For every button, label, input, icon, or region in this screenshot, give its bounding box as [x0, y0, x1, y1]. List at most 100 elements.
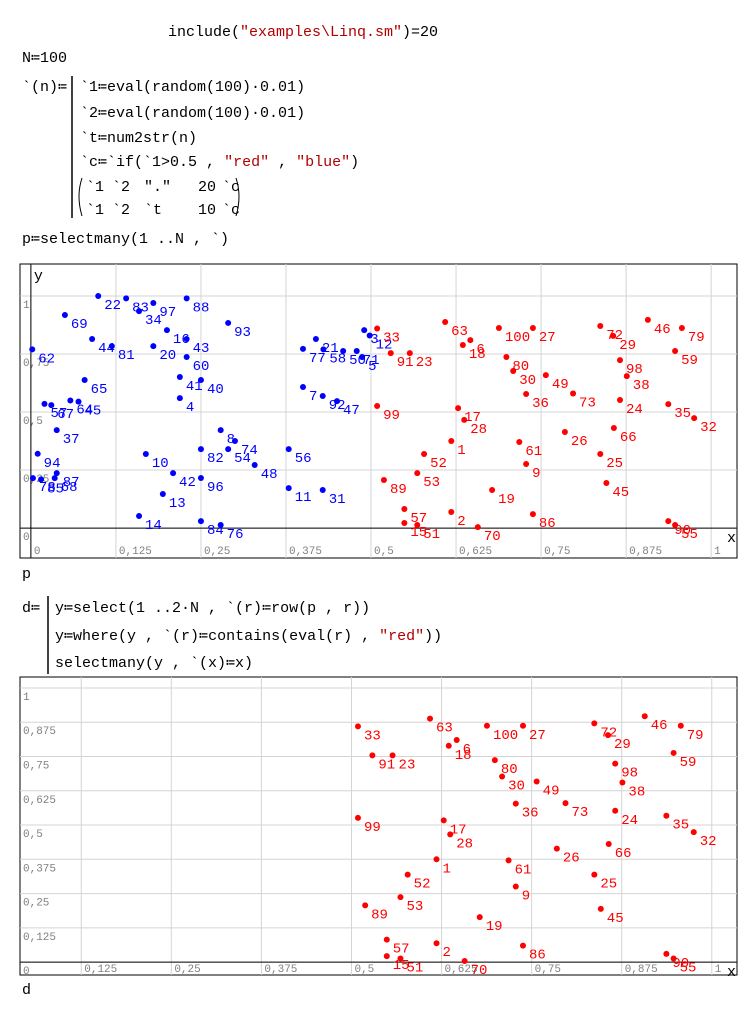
point	[483, 722, 490, 729]
point-label: 45	[612, 485, 629, 501]
point-label: 20	[159, 348, 176, 364]
point	[467, 337, 474, 344]
point-label: 53	[406, 899, 423, 915]
point-label: 67	[57, 407, 74, 423]
point	[523, 390, 530, 397]
point	[489, 487, 496, 494]
x-tick-label: 0,875	[625, 964, 658, 976]
point	[369, 752, 376, 759]
point	[81, 377, 88, 384]
point	[176, 374, 183, 381]
point	[197, 474, 204, 481]
matrix-cell: "."	[144, 179, 171, 196]
point	[183, 335, 190, 342]
y-tick-label: 0	[23, 966, 30, 978]
point-label: 17	[464, 410, 481, 426]
code-token: "blue"	[296, 154, 350, 171]
point-label: 37	[63, 432, 80, 448]
matrix-cell: `t	[144, 202, 162, 219]
point-label: 23	[416, 355, 433, 371]
point	[374, 403, 381, 410]
point-label: 45	[607, 911, 624, 927]
point	[217, 427, 224, 434]
point-label: 24	[626, 402, 643, 418]
code-token: `1≔eval(random(100)·0.01)	[80, 79, 305, 96]
code-token: N≔100	[22, 50, 67, 67]
point	[461, 416, 468, 423]
point	[197, 518, 204, 525]
point	[516, 438, 523, 445]
code-token: `2≔eval(random(100)·0.01)	[80, 105, 305, 122]
point-label: 97	[159, 305, 176, 321]
point-label: 94	[44, 456, 61, 472]
point-label: 9	[532, 466, 540, 482]
point	[442, 319, 449, 326]
x-tick-label: 1	[715, 964, 722, 976]
plot-caption: p	[22, 566, 31, 583]
point-label: 3	[370, 332, 378, 348]
point-label: 51	[423, 527, 440, 543]
matrix-cell: `1	[86, 179, 104, 196]
point-label: 63	[436, 721, 453, 737]
point-label: 86	[539, 516, 556, 532]
point-label: 65	[91, 382, 108, 398]
point-label: 6	[476, 342, 484, 358]
x-axis-label: x	[727, 530, 736, 547]
point	[176, 395, 183, 402]
y-tick-label: 0,125	[23, 932, 56, 944]
code-token: `t≔num2str(n)	[80, 130, 197, 147]
point-label: 4	[186, 400, 194, 416]
point-label: 24	[621, 813, 638, 829]
x-tick-label: 0,375	[289, 546, 322, 558]
point	[67, 397, 74, 404]
point	[397, 955, 404, 962]
point-label: 66	[620, 430, 637, 446]
point	[610, 425, 617, 432]
y-tick-label: 0,5	[23, 416, 43, 428]
point-label: 36	[522, 806, 539, 822]
point-label: 6	[463, 742, 471, 758]
point	[48, 402, 55, 409]
point	[217, 522, 224, 529]
point	[383, 953, 390, 960]
point	[38, 476, 45, 483]
point	[159, 490, 166, 497]
point-label: 59	[680, 755, 697, 771]
code-token: ,	[269, 154, 296, 171]
point	[401, 506, 408, 513]
code-token: y≔select(1 ..2·N , `(r)≔row(p , r))	[55, 600, 370, 617]
x-tick-label: 1	[714, 546, 721, 558]
point-label: 85	[47, 481, 64, 497]
point	[34, 450, 41, 457]
point-label: 58	[329, 351, 346, 367]
code-token: `c≔`if(`1>0.5 ,	[80, 154, 224, 171]
point-label: 79	[688, 330, 705, 346]
point	[354, 814, 361, 821]
point-label: 79	[687, 728, 704, 744]
point	[354, 723, 361, 730]
point-label: 90	[674, 523, 691, 539]
point	[672, 522, 679, 529]
point-label: 17	[450, 822, 467, 838]
point-label: 98	[621, 766, 638, 782]
matrix-cell: `c	[222, 202, 240, 219]
point	[299, 383, 306, 390]
code-line: `1≔eval(random(100)·0.01)	[80, 79, 305, 96]
x-tick-label: 0,875	[629, 546, 662, 558]
code-token: "examples\Linq.sm"	[240, 24, 402, 41]
point-label: 73	[571, 805, 588, 821]
y-axis-label: y	[34, 268, 43, 285]
point-label: 100	[505, 330, 530, 346]
x-tick-label: 0,25	[174, 964, 200, 976]
point	[616, 357, 623, 364]
point-label: 74	[241, 443, 258, 459]
point-label: 16	[173, 332, 190, 348]
point	[491, 757, 498, 764]
point	[448, 438, 455, 445]
point	[474, 524, 481, 531]
point-label: 62	[38, 351, 55, 367]
code-token: include(	[168, 24, 240, 41]
point-label: 54	[234, 451, 251, 467]
point	[597, 905, 604, 912]
point	[89, 335, 96, 342]
